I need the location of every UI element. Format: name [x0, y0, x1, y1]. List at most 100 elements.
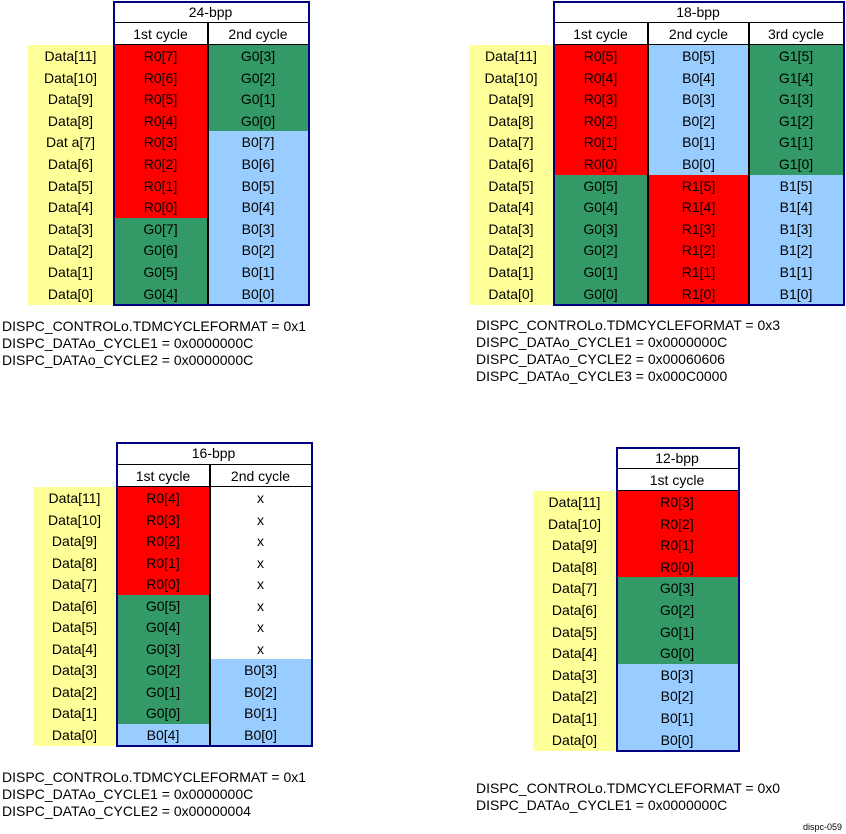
bit-cell: B1[0]	[749, 282, 843, 305]
register-setting: DISPC_DATAo_CYCLE3 = 0x000C0000	[476, 368, 728, 384]
row-label: Data[1]	[33, 702, 116, 725]
bit-cell: x	[210, 551, 311, 574]
bit-cell: G0[6]	[113, 239, 208, 262]
row-label: Data[9]	[33, 530, 116, 553]
row-label: Data[3]	[28, 217, 113, 240]
row-label: Data[5]	[533, 620, 616, 643]
bit-cell: B0[2]	[210, 680, 311, 703]
row-label: Data[8]	[533, 555, 616, 578]
bit-cell: x	[210, 637, 311, 660]
bit-cell: B1[5]	[749, 174, 843, 197]
bit-cell: G0[0]	[553, 282, 648, 305]
column-header: 2nd cycle	[648, 23, 749, 45]
bit-cell: B0[0]	[208, 282, 308, 305]
register-setting: DISPC_DATAo_CYCLE1 = 0x0000000C	[476, 334, 728, 350]
row-label: Data[9]	[28, 88, 113, 111]
bit-cell: R1[5]	[648, 174, 749, 197]
row-label: Data[2]	[469, 239, 553, 262]
bit-cell: G0[4]	[553, 196, 648, 219]
bit-cell: B0[4]	[208, 196, 308, 219]
bit-cell: R0[1]	[113, 174, 208, 197]
row-label: Data[11]	[28, 45, 113, 68]
bit-cell: G0[2]	[208, 66, 308, 89]
column-divider	[209, 465, 211, 745]
bit-cell: B0[3]	[648, 88, 749, 111]
column-header: 1st cycle	[113, 23, 208, 45]
row-label: Data[11]	[33, 487, 116, 510]
bit-cell: G1[1]	[749, 131, 843, 154]
register-setting: DISPC_DATAo_CYCLE1 = 0x0000000C	[2, 335, 254, 351]
bit-cell: G0[3]	[116, 637, 210, 660]
bit-cell: G0[7]	[113, 217, 208, 240]
bit-cell: B0[5]	[208, 174, 308, 197]
bit-cell: x	[210, 530, 311, 553]
column-header: 1st cycle	[616, 469, 738, 491]
bit-cell: G1[3]	[749, 88, 843, 111]
row-label: Data[9]	[469, 88, 553, 111]
bit-cell: R0[3]	[116, 508, 210, 531]
figure-id: dispc-059	[802, 822, 842, 832]
bit-cell: G0[5]	[116, 594, 210, 617]
row-label: Data[4]	[533, 642, 616, 665]
bit-cell: G1[2]	[749, 109, 843, 132]
row-label: Data[2]	[28, 239, 113, 262]
row-label: Data[0]	[533, 728, 616, 751]
bit-cell: x	[210, 594, 311, 617]
bit-cell: R0[1]	[553, 131, 648, 154]
bit-cell: R0[5]	[553, 45, 648, 68]
register-setting: DISPC_DATAo_CYCLE1 = 0x0000000C	[476, 797, 728, 813]
row-label: Data[8]	[469, 109, 553, 132]
bit-cell: B0[3]	[208, 217, 308, 240]
row-label: Data[8]	[33, 551, 116, 574]
bit-cell: B1[3]	[749, 217, 843, 240]
row-label: Data[4]	[28, 196, 113, 219]
bit-cell: R0[0]	[113, 196, 208, 219]
bit-cell: B0[3]	[616, 663, 738, 686]
column-header: 1st cycle	[553, 23, 648, 45]
bit-cell: G0[2]	[553, 239, 648, 262]
bit-cell: R1[2]	[648, 239, 749, 262]
column-header: 1st cycle	[116, 465, 210, 487]
table-title: 12-bpp	[616, 447, 738, 469]
bit-cell: B0[2]	[208, 239, 308, 262]
bit-cell: R0[2]	[113, 153, 208, 176]
bit-cell: B0[3]	[210, 659, 311, 682]
bit-cell: R0[2]	[116, 530, 210, 553]
bit-cell: G0[1]	[553, 261, 648, 284]
row-label: Data[1]	[28, 261, 113, 284]
bit-cell: R1[4]	[648, 196, 749, 219]
bit-cell: G0[4]	[116, 616, 210, 639]
register-setting: DISPC_DATAo_CYCLE1 = 0x0000000C	[2, 786, 254, 802]
bit-cell: G0[1]	[116, 680, 210, 703]
bit-cell: R0[3]	[113, 131, 208, 154]
bit-cell: G0[1]	[616, 620, 738, 643]
bit-cell: G1[5]	[749, 45, 843, 68]
bit-cell: G0[1]	[208, 88, 308, 111]
register-setting: DISPC_DATAo_CYCLE2 = 0x00060606	[476, 351, 725, 367]
row-label: Data[8]	[28, 109, 113, 132]
register-setting: DISPC_DATAo_CYCLE2 = 0x00000004	[2, 803, 251, 819]
bit-cell: B0[1]	[210, 702, 311, 725]
bit-cell: G0[3]	[616, 577, 738, 600]
row-label: Data[3]	[533, 663, 616, 686]
bit-cell: R0[0]	[553, 153, 648, 176]
register-setting: DISPC_CONTROLo.TDMCYCLEFORMAT = 0x1	[2, 318, 307, 334]
table-title: 16-bpp	[116, 442, 311, 465]
row-label: Data[6]	[533, 599, 616, 622]
bit-cell: B0[5]	[648, 45, 749, 68]
bit-cell: R0[2]	[553, 109, 648, 132]
row-label: Dat a[7]	[28, 131, 113, 154]
register-setting: DISPC_DATAo_CYCLE2 = 0x0000000C	[2, 352, 254, 368]
row-label: Data[3]	[33, 659, 116, 682]
bit-cell: x	[210, 616, 311, 639]
bit-cell: G0[0]	[116, 702, 210, 725]
row-label: Data[10]	[33, 508, 116, 531]
bit-cell: B0[6]	[208, 153, 308, 176]
column-header: 3rd cycle	[749, 23, 843, 45]
bit-cell: x	[210, 508, 311, 531]
bit-cell: R1[0]	[648, 282, 749, 305]
bit-cell: B0[4]	[116, 723, 210, 746]
bit-cell: B1[1]	[749, 261, 843, 284]
bit-cell: G0[2]	[616, 599, 738, 622]
row-label: Data[11]	[469, 45, 553, 68]
